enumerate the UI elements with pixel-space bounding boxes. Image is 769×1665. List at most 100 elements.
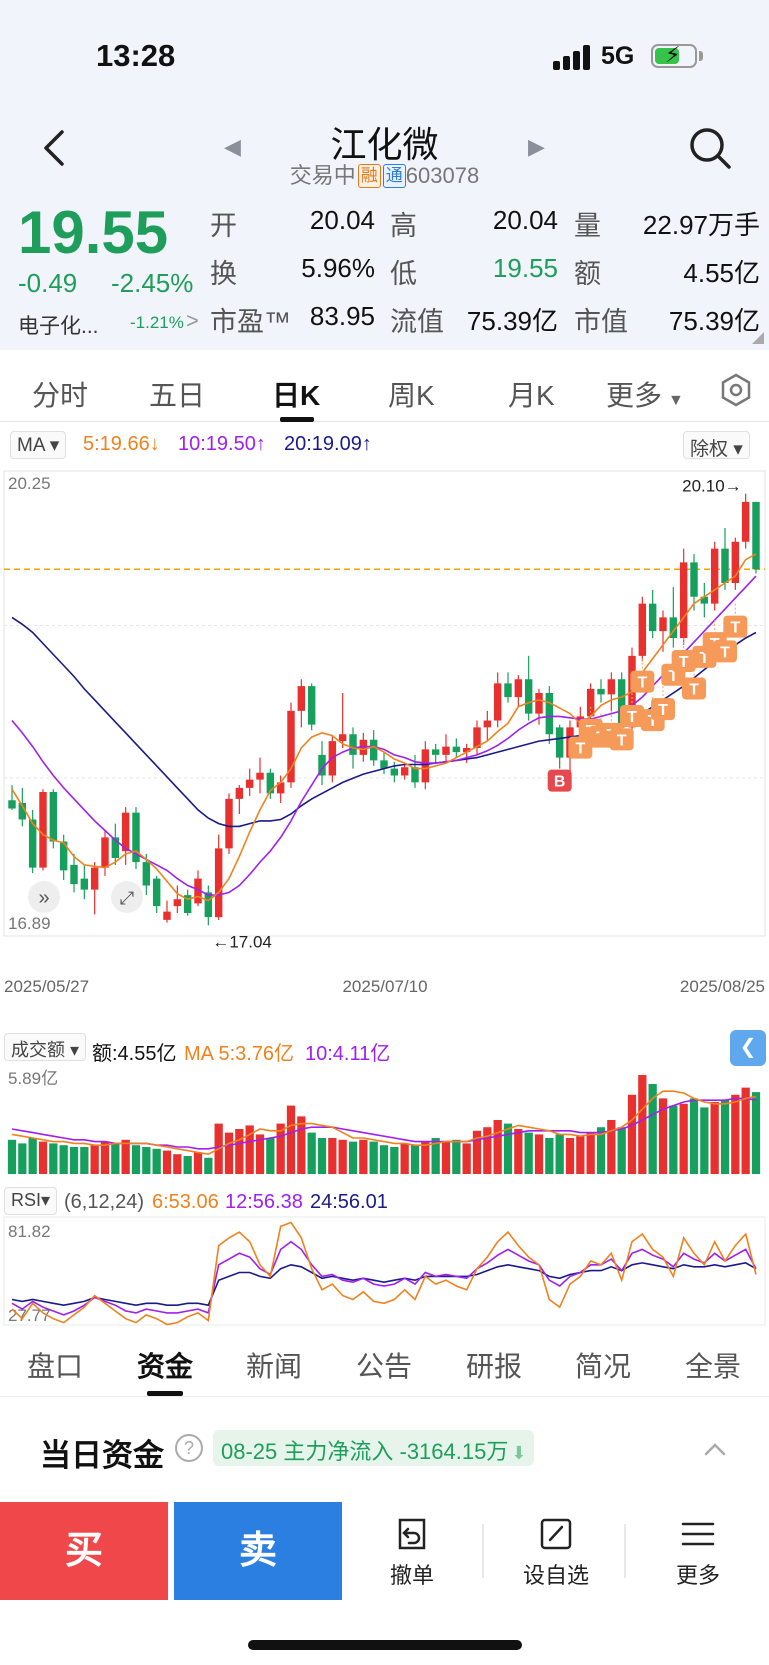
candle-body [132,812,140,863]
rsi-selector-label: RSI [11,1190,42,1210]
volume-bar [400,1143,409,1174]
x-label: 2025/05/27 [4,977,89,995]
trade-marker-label: T [658,702,668,719]
candle-body [349,734,357,755]
candle-body [700,596,709,604]
prev-stock-icon[interactable]: ◀ [224,134,241,159]
trade-marker-badge [609,728,634,751]
volume-bar [627,1094,637,1174]
volume-bar [741,1087,750,1174]
candle-body [287,710,295,783]
candle-body [235,787,244,799]
divider [624,1524,626,1578]
volume-bar [410,1145,420,1174]
active-tab-indicator [280,417,314,422]
info-tab-indicator [147,1391,183,1396]
rsi-selector[interactable]: RSI▾ [4,1187,58,1215]
tab-intraday[interactable]: 分时 [32,380,89,411]
cancel-order-icon [398,1518,426,1550]
volume-bar [421,1141,430,1174]
candle-body [493,683,502,721]
settings-hexagon-icon[interactable] [718,372,754,408]
volume-bar [193,1152,203,1174]
volume-bar [483,1127,492,1174]
candle-body [173,899,182,907]
volume-bar [204,1157,213,1174]
tab-monthly-k[interactable]: 月K [508,380,555,411]
rsi24-line [11,1262,757,1307]
volume-bar [59,1145,68,1174]
candle-body [504,683,512,698]
candle-body [266,772,275,794]
back-arrow-icon[interactable] [40,128,70,168]
tab-news[interactable]: 新闻 [246,1351,303,1382]
trade-marker-badge [630,670,655,693]
candle-body [586,688,595,717]
candle-body [8,800,16,809]
help-icon[interactable]: ? [175,1434,203,1462]
expand-left-button [28,881,60,913]
volume-bar [617,1127,626,1174]
candle-body [111,837,120,858]
volume-bar [524,1132,533,1174]
sector-chevron-icon[interactable]: > [186,308,199,333]
tab-orderbook[interactable]: 盘口 [27,1351,84,1382]
chevron-up-icon[interactable] [704,1442,726,1456]
tab-announcements[interactable]: 公告 [356,1351,413,1382]
volume-bar [359,1139,368,1174]
tab-weekly-k[interactable]: 周K [388,380,435,411]
adjust-selector[interactable]: 除权 ▾ [683,431,750,460]
expand-corner-icon[interactable] [752,332,764,344]
candle-body [597,688,605,695]
candle-body [183,895,192,913]
rsi6-line [11,1221,757,1326]
tab-daily-k[interactable]: 日K [272,380,321,411]
volume-bar [7,1139,17,1174]
fullscreen-icon: ⤢ [120,888,135,908]
candle-body [431,749,440,755]
tab-five-day[interactable]: 五日 [149,380,206,411]
sector-name[interactable]: 电子化... [18,315,99,338]
cancel-order-button[interactable]: 撤单 [357,1512,467,1598]
volume-chart: 5.89亿 [7,1069,761,1174]
y-min-label: 16.89 [8,914,51,933]
kline-chart-area[interactable]: 20.2516.89BTTTTTTTTTTTTTTTT20.10→←17.04»… [0,465,769,996]
more-button[interactable]: 更多 [643,1512,753,1598]
rsi24-value: 24:56.01 [310,1191,388,1213]
rsi-frame [3,1216,766,1326]
cell-signal-icon [553,44,593,70]
home-indicator [248,1640,522,1650]
more-label: 更多 [675,1563,720,1588]
volume-bar [638,1075,647,1174]
trade-marker-label: T [730,620,740,637]
volume-bar [576,1136,585,1174]
tab-capital[interactable]: 资金 [137,1351,194,1382]
tab-profile[interactable]: 简况 [575,1351,632,1382]
buy-button[interactable]: 买 [0,1502,168,1600]
kline-chart[interactable]: 20.2516.89BTTTTTTTTTTTTTTTT20.10→←17.04»… [0,465,769,996]
indicator-selector[interactable]: MA ▾ [10,431,67,459]
tab-overview[interactable]: 全景 [685,1351,742,1382]
field-value: 20.04 [309,205,375,235]
field-label: 换 [210,259,237,289]
candle-body [679,562,688,638]
price-change: -0.49 [18,268,78,298]
sell-button[interactable]: 卖 [174,1502,342,1600]
volume-selector[interactable]: 成交额 ▾ [4,1033,87,1061]
volume-bar [596,1127,606,1174]
rsi12-value: 12:56.38 [225,1191,303,1213]
collapse-panel-button[interactable]: ❮ [730,1030,766,1066]
candle-body [617,679,626,728]
volume-y-max-label: 5.89亿 [8,1069,58,1088]
tab-more[interactable]: 更多 ▼ [606,374,684,414]
volume-bar [338,1139,347,1174]
volume-bar [328,1138,337,1174]
volume-bar [607,1120,616,1174]
next-stock-icon[interactable]: ▶ [528,134,545,159]
volume-bar [38,1141,48,1174]
battery-tip [699,51,703,61]
search-icon[interactable] [688,126,732,170]
add-watchlist-button[interactable]: 设自选 [501,1512,611,1598]
tab-research[interactable]: 研报 [466,1351,523,1382]
